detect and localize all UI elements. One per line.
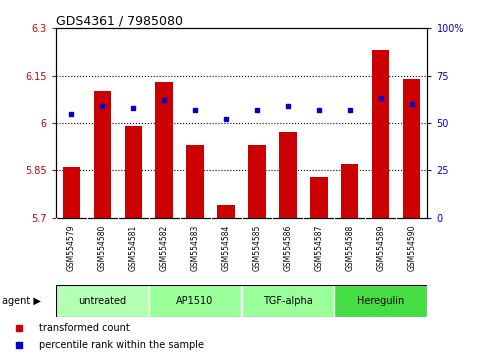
Text: agent ▶: agent ▶ (2, 296, 41, 306)
Text: untreated: untreated (78, 296, 126, 306)
Text: AP1510: AP1510 (176, 296, 213, 306)
Bar (62, 167, 80, 218)
Text: GSM554580: GSM554580 (98, 224, 107, 271)
Bar (280, 132, 297, 218)
Text: TGF-alpha: TGF-alpha (263, 296, 313, 306)
Text: Heregulin: Heregulin (357, 296, 405, 306)
Bar (125, 126, 142, 218)
Bar (311, 177, 327, 218)
Bar (372, 50, 389, 218)
Bar (341, 164, 358, 218)
Text: GSM554586: GSM554586 (284, 224, 293, 271)
Text: GSM554581: GSM554581 (128, 224, 138, 271)
Text: percentile rank within the sample: percentile rank within the sample (40, 340, 204, 350)
Text: transformed count: transformed count (40, 322, 130, 332)
Bar (94, 91, 111, 218)
Text: GSM554582: GSM554582 (159, 224, 169, 271)
Bar (149, 285, 242, 317)
Bar (242, 285, 334, 317)
Text: GSM554588: GSM554588 (345, 224, 355, 271)
Text: GSM554584: GSM554584 (222, 224, 230, 271)
Bar (248, 145, 266, 218)
Text: GSM554590: GSM554590 (408, 224, 416, 271)
Text: GDS4361 / 7985080: GDS4361 / 7985080 (56, 14, 183, 27)
Bar (156, 82, 172, 218)
Bar (334, 285, 427, 317)
Bar (186, 145, 203, 218)
Text: GSM554585: GSM554585 (253, 224, 261, 271)
Text: GSM554589: GSM554589 (376, 224, 385, 271)
Text: GSM554583: GSM554583 (190, 224, 199, 271)
Text: GSM554587: GSM554587 (314, 224, 324, 271)
Bar (217, 205, 235, 218)
Bar (403, 79, 421, 218)
Text: GSM554579: GSM554579 (67, 224, 75, 271)
Bar (56, 285, 149, 317)
